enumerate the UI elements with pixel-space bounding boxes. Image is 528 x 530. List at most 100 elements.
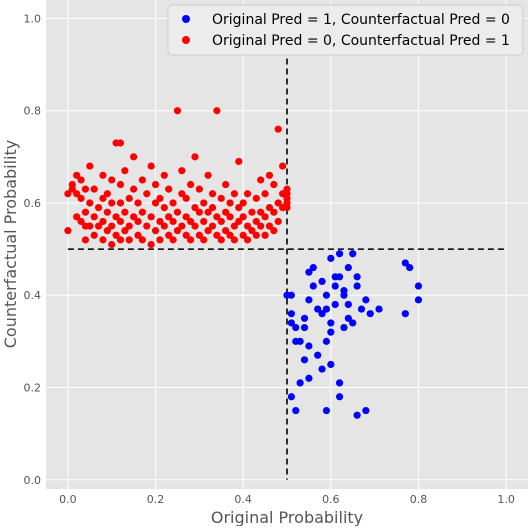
red-data-point [138,176,146,184]
red-data-point [108,176,116,184]
red-data-point [283,185,291,193]
red-data-point [239,231,247,239]
red-data-point [213,107,221,115]
blue-data-point [300,314,309,322]
red-data-point [178,190,186,198]
red-data-point [90,213,98,221]
red-data-point [173,227,182,235]
blue-data-point [362,296,370,304]
red-data-point [99,194,107,202]
red-data-point [257,176,265,184]
blue-data-point [322,406,331,415]
blue-data-point [318,310,326,318]
blue-data-point [296,379,304,387]
y-tick-label: 0.6 [24,197,42,210]
red-data-point [200,217,208,226]
red-data-point [243,222,252,230]
red-data-point [187,180,195,189]
blue-data-point [296,337,304,345]
red-data-point [173,208,182,216]
red-data-point [200,236,208,244]
y-axis-title: Counterfactual Probability [1,140,20,349]
red-data-point [121,227,129,235]
red-data-point [108,240,116,249]
red-data-point [222,227,230,235]
red-data-point [252,217,260,226]
red-data-point [208,203,217,212]
red-data-point [90,231,98,239]
red-data-point [274,125,282,133]
red-data-point [90,185,98,193]
red-data-point [270,227,278,235]
reference-lines [67,18,507,480]
red-data-point [226,231,234,239]
red-data-point [222,208,230,216]
legend-marker-red [182,36,190,44]
blue-data-point [344,300,352,309]
red-data-point [143,190,151,198]
red-data-point [156,236,164,244]
blue-data-point [414,296,423,304]
red-data-point [173,107,182,115]
red-data-point [151,180,160,189]
blue-data-point [401,310,409,318]
red-data-point [208,222,217,230]
red-data-point [165,231,173,239]
red-data-point [274,217,282,226]
red-data-point [261,190,269,198]
red-data-point [156,217,164,226]
blue-data-point [353,282,361,290]
red-data-point [103,227,111,235]
red-data-point [182,213,190,221]
red-data-point [81,236,90,244]
red-data-point [77,176,85,184]
red-data-point [138,208,146,216]
red-data-point [187,217,195,226]
blue-data-point [327,328,335,336]
blue-data-point [353,411,361,419]
red-data-point [252,194,260,202]
red-data-point [130,153,138,161]
red-data-point [239,199,247,207]
red-data-point [130,185,138,193]
red-data-point [265,222,274,230]
legend-marker-blue [182,15,190,23]
red-data-point [182,194,190,202]
red-data-point [265,203,274,212]
red-data-point [151,199,160,207]
red-data-point [125,222,133,230]
blue-data-point [287,291,295,299]
blue-data-point [349,319,357,327]
red-data-point [204,208,212,216]
red-data-point [270,208,278,216]
red-data-point [116,180,125,189]
blue-data-point [318,277,326,286]
blue-data-point [287,310,295,318]
red-data-point [160,203,168,212]
blue-data-point [322,305,331,313]
red-data-point [217,217,225,226]
red-data-point [204,227,212,235]
red-data-point [191,203,199,212]
red-data-point [261,231,269,239]
blue-data-point [406,263,414,272]
blue-data-point [353,273,361,281]
red-data-point [195,208,203,216]
red-data-point [230,236,239,244]
red-data-point [147,213,155,221]
red-data-point [64,227,72,235]
x-axis-title: Original Probability [211,508,363,526]
blue-data-point [349,250,357,258]
blue-data-point [305,268,313,276]
red-data-point [160,222,168,230]
blue-data-point [309,263,317,272]
red-data-point [230,190,239,198]
red-data-point [156,194,164,202]
blue-data-point [366,310,374,318]
red-data-point [138,236,146,244]
red-data-point [226,213,234,221]
red-data-point [191,153,199,161]
red-data-point [213,213,221,221]
red-data-point [279,162,287,170]
blue-data-point [314,305,322,313]
